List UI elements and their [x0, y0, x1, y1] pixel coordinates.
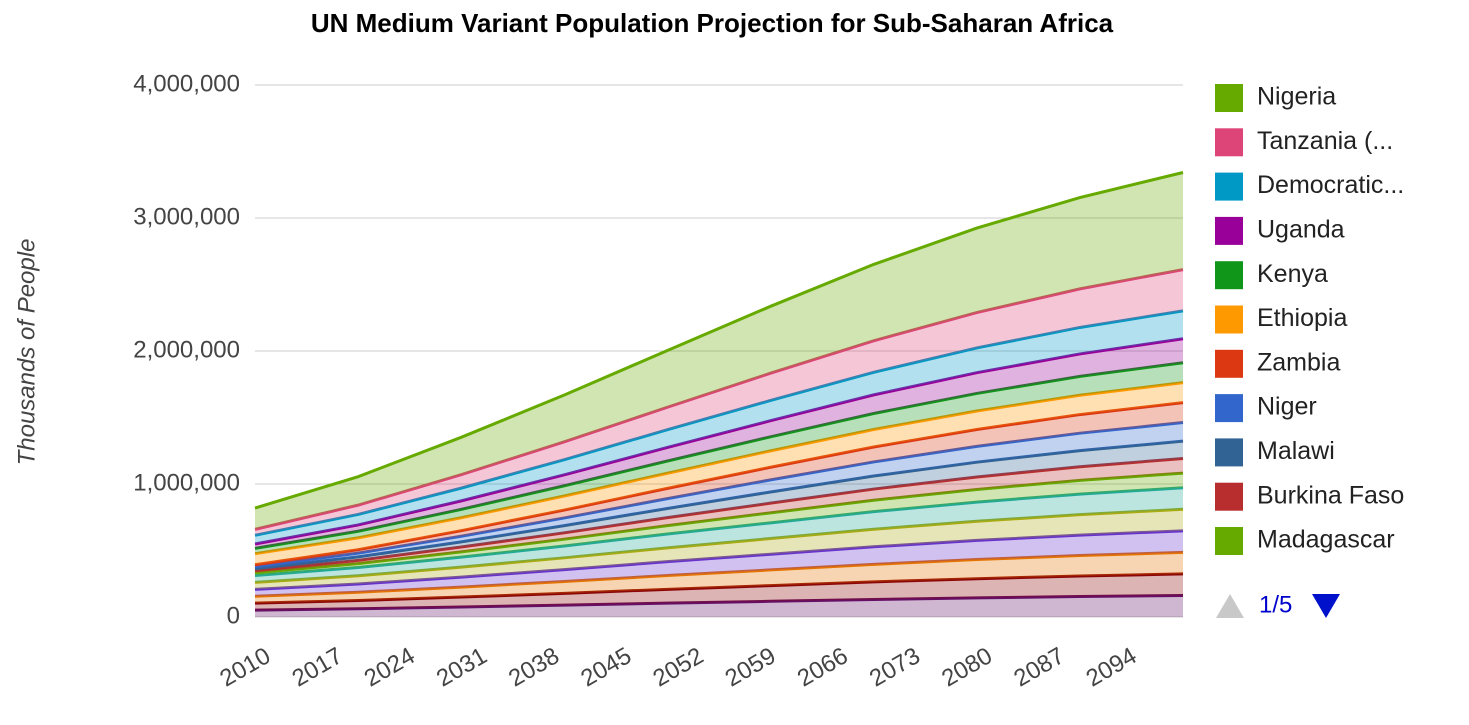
area-line	[254, 361, 1184, 550]
legend-swatch	[1215, 128, 1243, 157]
legend-label: Ethiopia	[1257, 304, 1347, 332]
x-tick-label: 2080	[937, 642, 997, 692]
legend-swatch	[1215, 261, 1243, 290]
area	[255, 382, 1183, 565]
area-line	[254, 268, 1184, 531]
legend-label: Niger	[1257, 393, 1317, 421]
legend-label: Zambia	[1257, 348, 1340, 376]
area-line	[254, 486, 1184, 577]
area	[255, 487, 1183, 583]
legend-swatch	[1215, 394, 1243, 423]
area-line	[254, 529, 1184, 591]
y-tick-label: 3,000,000	[133, 203, 240, 230]
area	[255, 362, 1183, 554]
area-line	[254, 572, 1184, 605]
legend-label: Madagascar	[1257, 526, 1395, 554]
legend-swatch	[1215, 482, 1243, 511]
area	[255, 172, 1183, 530]
legend-swatch	[1215, 84, 1243, 112]
legend-label: Uganda	[1257, 216, 1345, 244]
legend-swatch	[1215, 172, 1243, 201]
area	[255, 310, 1183, 544]
x-tick-label: 2038	[504, 642, 564, 692]
area-line	[254, 381, 1184, 556]
area-line	[254, 550, 1184, 598]
area	[255, 509, 1183, 590]
legend-swatch	[1215, 216, 1243, 245]
x-tick-label: 2094	[1082, 642, 1142, 692]
area	[255, 573, 1183, 611]
x-tick-label: 2087	[1009, 642, 1069, 692]
legend-swatch	[1215, 305, 1243, 334]
x-tick-label: 2010	[215, 642, 275, 692]
legend-swatch	[1215, 349, 1243, 378]
x-tick-label: 2031	[432, 642, 492, 692]
x-tick-label: 2066	[793, 642, 853, 692]
legend-label: Burkina Faso	[1257, 481, 1404, 509]
y-tick-label: 4,000,000	[133, 70, 240, 97]
legend-label: Malawi	[1257, 437, 1335, 465]
area	[255, 530, 1183, 597]
legend-swatch	[1215, 527, 1243, 555]
area-line	[254, 171, 1184, 510]
chart-title: UN Medium Variant Population Projection …	[311, 8, 1114, 38]
area-line	[254, 456, 1184, 573]
legend-label: Kenya	[1257, 260, 1328, 288]
x-tick-label: 2073	[865, 642, 925, 692]
area-line	[254, 507, 1184, 584]
legend-label: Tanzania (...	[1257, 127, 1393, 155]
area-line	[254, 471, 1184, 575]
legend-swatch	[1215, 438, 1243, 467]
area-line	[254, 337, 1184, 546]
x-tick-label: 2017	[288, 642, 348, 692]
area-line	[254, 401, 1184, 567]
y-axis-label: Thousands of People	[13, 239, 40, 466]
area-line	[254, 439, 1184, 571]
legend-prev[interactable]	[1216, 594, 1244, 618]
area-line	[254, 593, 1184, 612]
legend-label: Nigeria	[1257, 83, 1336, 111]
y-tick-label: 0	[227, 602, 240, 629]
area-line	[254, 421, 1184, 568]
x-tick-label: 2045	[576, 642, 636, 692]
legend-page: 1/5	[1259, 591, 1292, 618]
area	[255, 338, 1183, 549]
area	[255, 552, 1183, 604]
x-tick-label: 2052	[649, 642, 709, 692]
y-tick-label: 1,000,000	[133, 469, 240, 496]
area	[255, 269, 1183, 536]
area	[255, 595, 1183, 617]
y-tick-label: 2,000,000	[133, 336, 240, 363]
x-tick-label: 2024	[360, 642, 420, 692]
area-line	[254, 309, 1184, 537]
legend-label: Democratic...	[1257, 171, 1404, 199]
area	[255, 402, 1183, 567]
legend-next[interactable]	[1312, 594, 1340, 618]
x-tick-label: 2059	[721, 642, 781, 692]
